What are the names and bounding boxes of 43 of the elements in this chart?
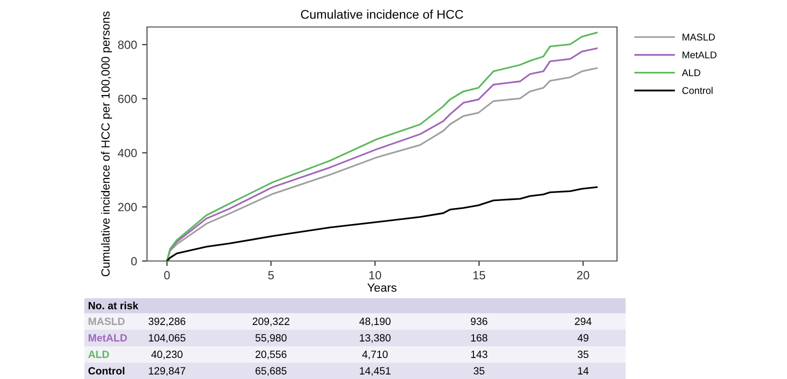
- y-tick-label: 600: [118, 94, 137, 104]
- text: ALD: [88, 350, 109, 358]
- y-tick-label: 200: [118, 202, 137, 212]
- text: 392,286: [148, 318, 186, 326]
- legend-label: MetALD: [682, 52, 716, 58]
- text: 35: [474, 367, 484, 375]
- x-tick-label: 15: [473, 271, 486, 280]
- text: 65,685: [256, 367, 286, 376]
- text: 13,380: [360, 334, 391, 343]
- x-axis-title: Years: [367, 284, 396, 292]
- text: 209,322: [252, 318, 290, 326]
- text: 936: [470, 318, 488, 326]
- text: MetALD: [88, 334, 127, 342]
- text: 55,980: [255, 334, 287, 343]
- text: 104,065: [148, 334, 186, 343]
- y-axis-title: Cumulative incidence of HCC per 100,000 persons: [101, 12, 112, 276]
- text: 129,847: [148, 367, 186, 376]
- x-tick-label: 0: [164, 271, 170, 280]
- y-tick-label: 0: [131, 257, 137, 266]
- text: 20,556: [256, 350, 286, 360]
- chart-title: Cumulative incidence of HCC: [301, 10, 464, 19]
- legend-label: Control: [682, 86, 713, 94]
- y-tick-label: 800: [118, 40, 137, 49]
- text: 14,451: [360, 367, 390, 376]
- text: 4,710: [362, 350, 388, 360]
- text: No. at risk: [88, 302, 138, 310]
- text: MASLD: [88, 318, 125, 326]
- text: 40,230: [151, 350, 182, 360]
- x-tick-label: 10: [369, 271, 382, 280]
- text: 143: [471, 350, 488, 358]
- legend-label: ALD: [682, 69, 700, 76]
- x-tick-label: 20: [577, 271, 590, 280]
- text: 49: [578, 334, 588, 342]
- line-series: [166, 186, 598, 261]
- text: 168: [471, 334, 488, 342]
- text: Control: [88, 366, 124, 375]
- text: 294: [574, 318, 592, 326]
- legend-label: MASLD: [682, 34, 715, 41]
- y-tick-label: 400: [118, 148, 137, 158]
- text: 14: [578, 367, 589, 374]
- text: 48,190: [359, 318, 391, 326]
- x-tick-label: 5: [268, 271, 274, 280]
- text: 35: [578, 350, 588, 358]
